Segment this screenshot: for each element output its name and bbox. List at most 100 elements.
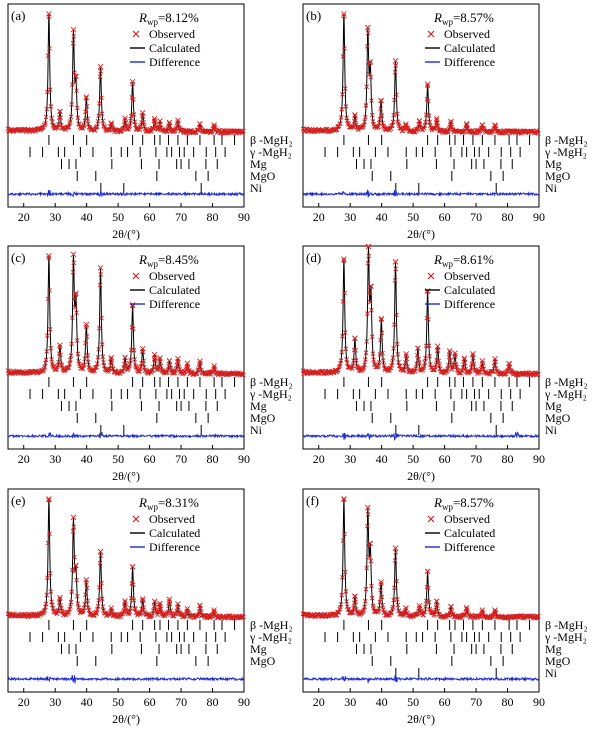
- observed-point: [377, 352, 383, 357]
- observed-point: [342, 531, 347, 537]
- observed-point: [139, 596, 146, 602]
- observed-point: [389, 360, 395, 365]
- rwp-value: =8.31%: [158, 495, 199, 510]
- observed-point: [83, 109, 88, 115]
- observed-point: [96, 113, 102, 119]
- observed-point: [96, 597, 102, 603]
- phase-label: γ -MgH₂: [544, 387, 587, 401]
- rwp-value: =8.61%: [453, 252, 494, 267]
- observed-point: [69, 341, 75, 347]
- x-tick-label: 20: [313, 452, 325, 466]
- x-tick-label: 40: [376, 452, 388, 466]
- observed-point: [379, 330, 385, 336]
- observed-point: [141, 119, 147, 125]
- observed-point: [66, 365, 72, 371]
- observed-point: [47, 326, 53, 332]
- observed-point: [97, 585, 102, 590]
- x-tick-label: 90: [238, 452, 250, 466]
- observed-point: [241, 128, 246, 134]
- x-tick-label: 70: [470, 695, 482, 709]
- legend-observed-label: Observed: [444, 269, 490, 283]
- observed-point: [101, 360, 106, 365]
- x-axis-label: 2θ/(°): [112, 712, 140, 726]
- observed-point: [403, 121, 409, 128]
- observed-point: [128, 113, 134, 119]
- panel-label: (e): [11, 493, 25, 508]
- x-tick-label: 60: [144, 210, 156, 224]
- observed-point: [425, 317, 431, 322]
- x-tick-label: 60: [144, 452, 156, 466]
- observed-point: [344, 360, 350, 366]
- observed-point: [342, 86, 348, 91]
- x-tick-label: 90: [533, 210, 545, 224]
- observed-point: [416, 602, 423, 609]
- phase-label: β -MgH₂: [250, 133, 293, 147]
- legend-observed-marker: [132, 272, 140, 280]
- observed-point: [392, 278, 398, 283]
- observed-point: [43, 601, 49, 607]
- observed-point: [70, 529, 76, 534]
- phase-label: γ -MgH₂: [249, 145, 292, 159]
- observed-point: [122, 598, 128, 604]
- observed-point: [379, 113, 385, 118]
- observed-point: [433, 115, 440, 122]
- difference-line: [7, 675, 244, 684]
- observed-point: [94, 607, 100, 612]
- observed-point: [97, 325, 102, 331]
- observed-point: [435, 123, 441, 129]
- observed-point: [68, 353, 74, 358]
- observed-point: [73, 292, 79, 298]
- observed-point: [536, 614, 541, 619]
- observed-point: [446, 354, 452, 360]
- legend-observed-marker: [132, 30, 140, 38]
- observed-point: [96, 346, 102, 352]
- observed-point: [364, 339, 370, 344]
- x-tick-label: 50: [407, 452, 419, 466]
- phase-label: Ni: [545, 666, 558, 680]
- observed-point: [85, 116, 90, 121]
- observed-point: [351, 123, 356, 129]
- x-tick-label: 30: [344, 695, 356, 709]
- observed-point: [390, 119, 396, 125]
- observed-point: [100, 604, 106, 610]
- observed-point: [75, 601, 81, 606]
- x-tick-label: 70: [175, 210, 187, 224]
- observed-point: [365, 44, 370, 49]
- observed-point: [132, 356, 138, 362]
- observed-point: [378, 315, 385, 322]
- observed-point: [423, 112, 429, 117]
- observed-point: [395, 351, 401, 357]
- observed-point: [70, 82, 75, 87]
- rwp-value: =8.12%: [158, 10, 199, 25]
- observed-point: [83, 94, 90, 100]
- phase-label: γ -MgH₂: [249, 630, 292, 644]
- rwp-subscript: wp: [442, 502, 453, 512]
- observed-point: [56, 121, 61, 127]
- observed-point: [433, 362, 439, 368]
- observed-point: [416, 356, 421, 362]
- observed-point: [376, 606, 382, 611]
- legend-observed-marker: [427, 515, 435, 523]
- phase-label: MgO: [545, 654, 571, 668]
- observed-point: [365, 511, 371, 517]
- x-tick-label: 60: [439, 452, 451, 466]
- observed-point: [75, 115, 81, 121]
- panel-label: (c): [11, 250, 25, 265]
- observed-point: [353, 599, 358, 605]
- phase-label: Mg: [250, 642, 267, 656]
- phase-label: Mg: [545, 399, 562, 413]
- x-tick-label: 90: [533, 695, 545, 709]
- observed-point: [74, 338, 80, 343]
- observed-point: [57, 594, 63, 601]
- panel-label: (b): [306, 8, 321, 23]
- observed-point: [362, 598, 368, 604]
- observed-point: [83, 340, 88, 346]
- rwp-annotation: Rwp=8.45%: [138, 252, 199, 269]
- observed-point: [421, 612, 426, 618]
- observed-point: [416, 117, 423, 124]
- observed-point: [460, 365, 466, 371]
- panel-label: (d): [306, 250, 321, 265]
- legend-calculated-label: Calculated: [149, 283, 200, 297]
- phase-label: Mg: [250, 157, 267, 171]
